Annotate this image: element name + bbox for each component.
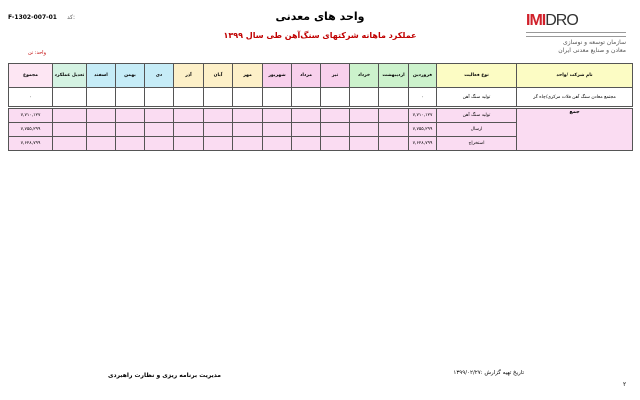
page-title: واحد های معدنی	[275, 10, 365, 23]
department-name: مدیریت برنامه ریزی و نظارت راهبردی	[108, 372, 221, 379]
total-cell: ۷,۷۵۵,۲۹۹	[8, 122, 53, 137]
logo-org-line1: سازمان توسعه و نوسازی	[563, 39, 626, 46]
col-mehr: مهر	[232, 63, 263, 88]
summary-label: جمع	[516, 108, 633, 151]
col-farvardin: فروردین	[408, 63, 437, 88]
company-cell: مجتمع معادن سنگ آهن فلات مرکزی/چاه گز	[516, 87, 633, 107]
farvardin-cell: ۰	[408, 87, 437, 107]
col-company: نام شرکت /واحد	[516, 63, 633, 88]
col-activity: نوع فعالیت	[436, 63, 517, 88]
form-code-value: F-1302-007-01	[8, 14, 57, 21]
col-adjustment: تعدیل عملکرد	[52, 63, 87, 88]
col-aban: آبان	[203, 63, 233, 88]
summary-row: ارسال ۷,۷۵۵,۲۹۹ ۷,۷۵۵,۲۹۹	[8, 122, 633, 137]
col-bahman: بهمن	[115, 63, 145, 88]
farvardin-cell: ۷,۷۱۰,۱۲۷	[408, 108, 437, 123]
activity-cell: تولید سنگ آهن	[436, 108, 517, 123]
activity-cell: تولید سنگ آهن	[436, 87, 517, 107]
total-cell: ۷,۷۱۰,۱۲۷	[8, 108, 53, 123]
col-ordibehesht: اردیبهشت	[378, 63, 409, 88]
col-azar: آذر	[173, 63, 204, 88]
activity-cell: ارسال	[436, 122, 517, 137]
imidro-logo: IMIDRO سازمان توسعه و نوسازی معادن و صنا…	[526, 12, 626, 54]
total-cell: ۷,۶۲۸,۷۹۹	[8, 136, 53, 151]
col-dey: دی	[144, 63, 174, 88]
activity-cell: استخراج	[436, 136, 517, 151]
total-cell: ۰	[8, 87, 53, 107]
table-row: مجتمع معادن سنگ آهن فلات مرکزی/چاه گز تو…	[8, 87, 633, 107]
col-mordad: مرداد	[291, 63, 321, 88]
col-esfand: اسفند	[86, 63, 116, 88]
header-row: نام شرکت /واحد نوع فعالیت فروردین اردیبه…	[8, 63, 633, 88]
summary-row: استخراج ۷,۶۲۸,۷۹۹ ۷,۶۲۸,۷۹۹	[8, 136, 633, 151]
form-code-label: کد:	[66, 14, 76, 21]
page-subtitle: عملکرد ماهانه شرکتهای سنگ‌آهن طی سال ۱۳۹…	[223, 31, 417, 40]
col-khordad: خرداد	[349, 63, 379, 88]
performance-table: نام شرکت /واحد نوع فعالیت فروردین اردیبه…	[8, 63, 633, 151]
report-date: تاریخ تهیه گزارش :۱۳۹۹/۰۲/۲۷	[453, 370, 524, 376]
unit-label: واحد: تن	[28, 50, 46, 56]
col-total: مجموع	[8, 63, 53, 88]
col-tir: تیر	[320, 63, 350, 88]
col-shahrivar: شهریور	[262, 63, 292, 88]
farvardin-cell: ۷,۷۵۵,۲۹۹	[408, 122, 437, 137]
form-code: F-1302-007-01 کد:	[8, 14, 75, 21]
page-number: ۲	[623, 381, 627, 388]
logo-org-line2: معادن و صنایع معدنی ایران	[558, 47, 626, 54]
farvardin-cell: ۷,۶۲۸,۷۹۹	[408, 136, 437, 151]
summary-row: جمع تولید سنگ آهن ۷,۷۱۰,۱۲۷ ۷,۷۱۰,۱۲۷	[8, 108, 633, 151]
